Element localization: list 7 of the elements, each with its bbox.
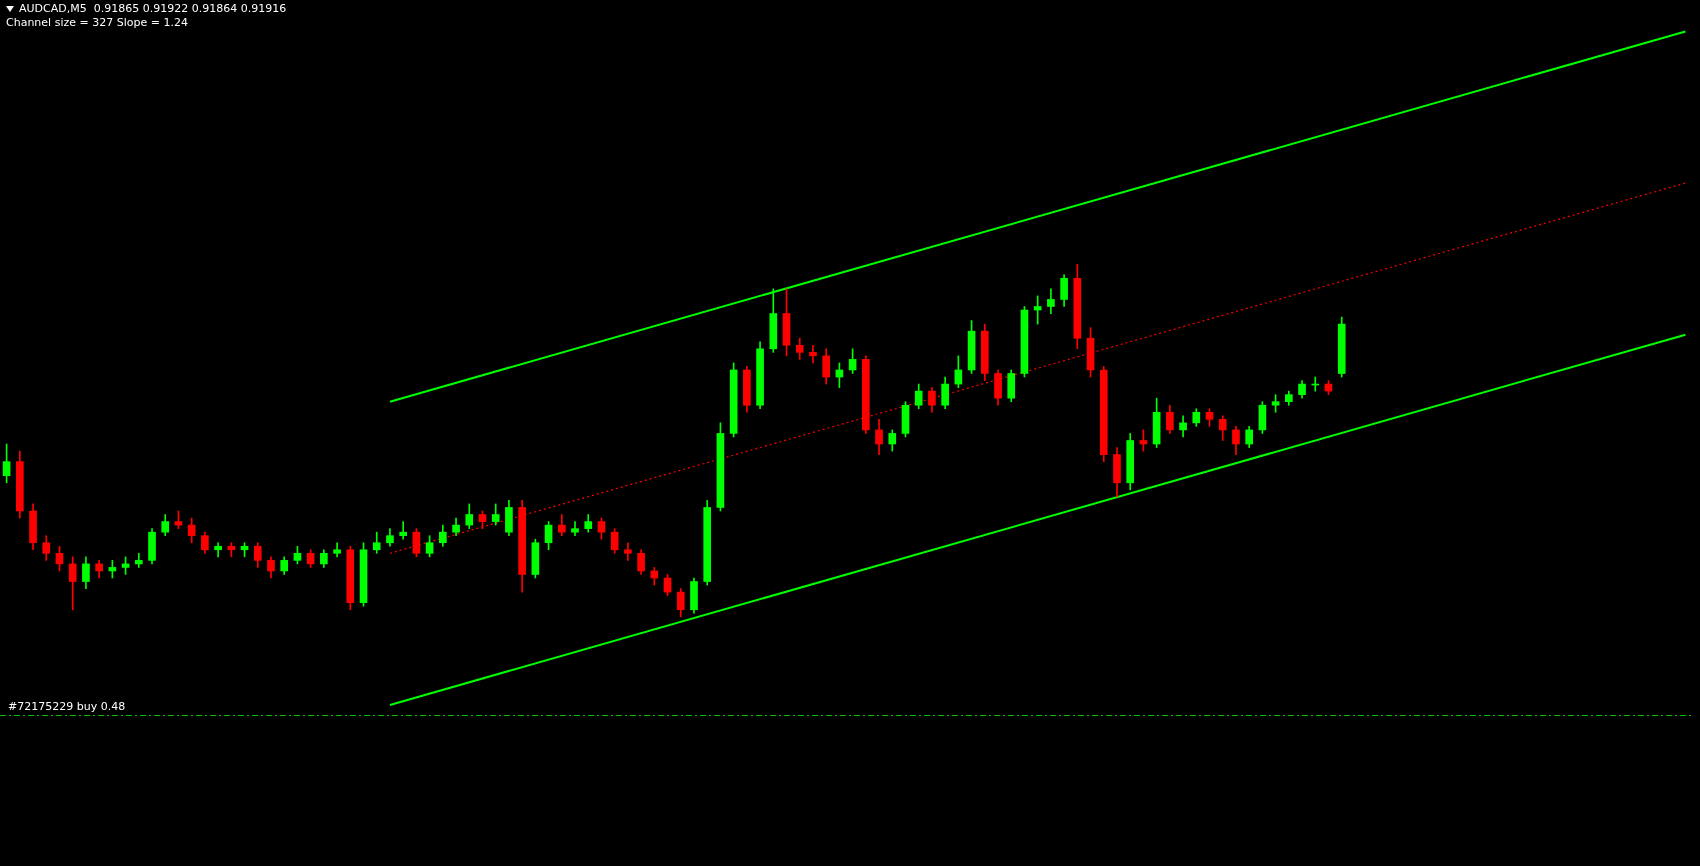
text: Channel size = 327 Slope = 1.24 (6, 16, 189, 30)
candlestick (624, 542, 632, 561)
candlestick (399, 521, 407, 540)
chart-title: AUDCAD,M5 0.91865 0.91922 0.91864 0.91916 (19, 2, 287, 15)
ref-line-label: #72175229 buy 0.48 (8, 699, 126, 713)
candlestick (809, 344, 817, 364)
candlestick (1033, 295, 1042, 325)
